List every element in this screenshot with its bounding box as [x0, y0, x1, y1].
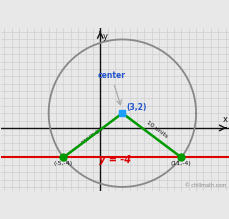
Text: center: center — [97, 71, 125, 105]
Text: (-5,-4): (-5,-4) — [54, 161, 73, 166]
Text: 10 units: 10 units — [79, 124, 102, 143]
Text: © chillmath.com: © chillmath.com — [184, 183, 225, 188]
Text: x: x — [222, 115, 227, 124]
Text: (3,2): (3,2) — [126, 103, 147, 112]
Text: 10 units: 10 units — [145, 120, 168, 139]
Text: (11,-4): (11,-4) — [170, 161, 191, 166]
Text: y = -4: y = -4 — [98, 155, 131, 165]
Text: y: y — [103, 32, 108, 41]
